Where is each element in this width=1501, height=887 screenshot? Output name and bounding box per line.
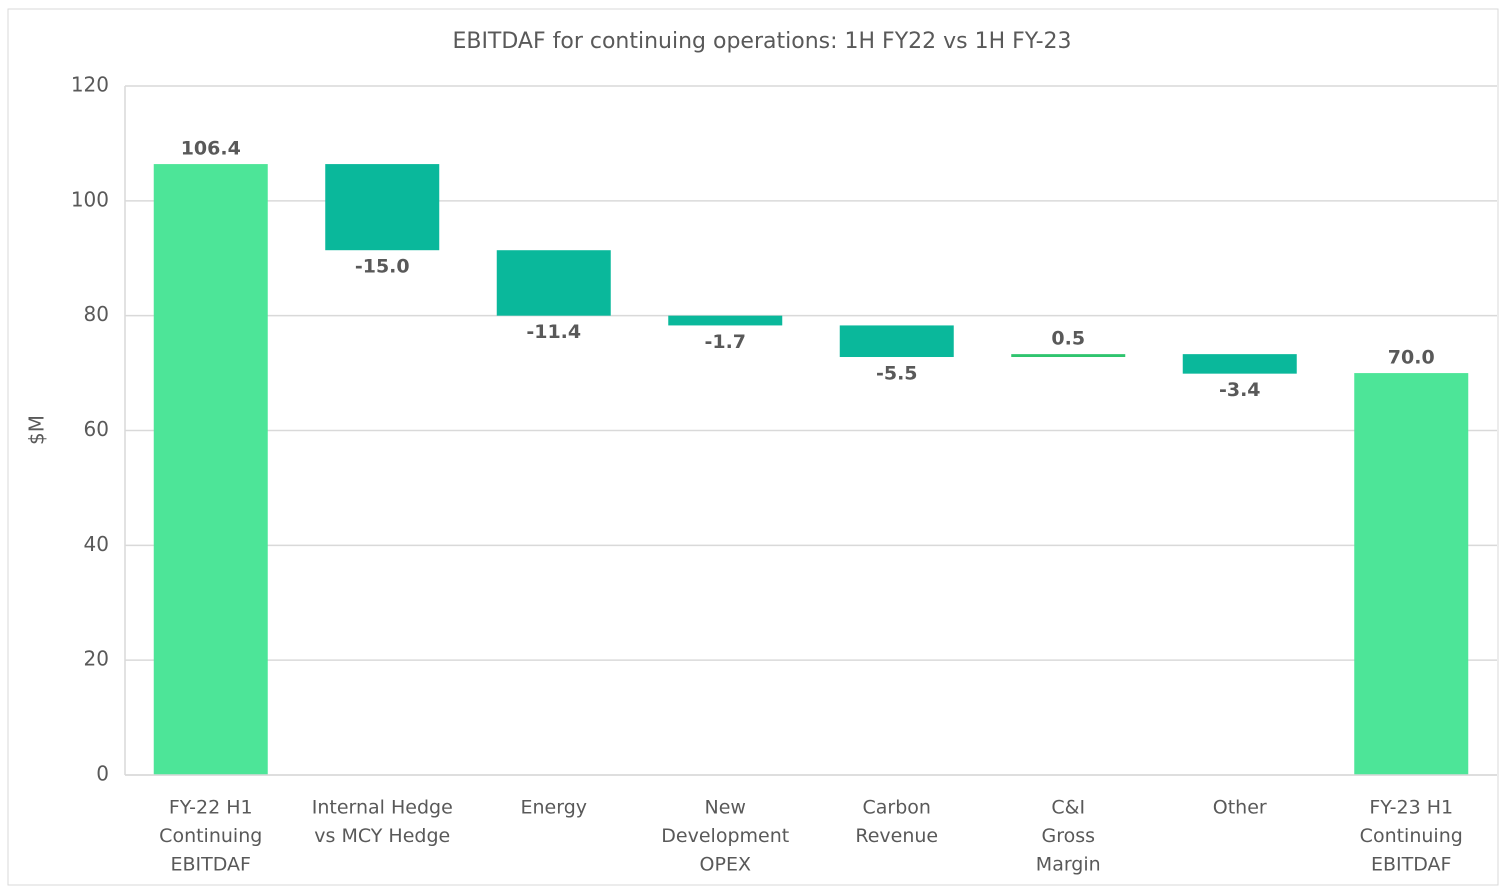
bar (1354, 373, 1469, 775)
x-tick-label: Margin (1036, 854, 1101, 876)
y-tick-label: 20 (84, 647, 109, 671)
x-tick-label: Development (661, 825, 789, 847)
value-label: -11.4 (526, 321, 581, 343)
y-tick-label: 0 (96, 762, 109, 786)
x-tick-label: Energy (520, 797, 587, 819)
value-label: -5.5 (876, 363, 918, 385)
bar (839, 325, 954, 358)
x-tick-label: Carbon (863, 797, 931, 819)
value-label: -1.7 (704, 331, 746, 353)
x-tick-label: EBITDAF (171, 854, 251, 876)
y-tick-label: 120 (71, 73, 109, 97)
x-tick-label: Gross (1041, 825, 1095, 847)
x-tick-label: FY-22 H1 (169, 797, 253, 819)
x-tick-label: Continuing (159, 825, 262, 847)
x-tick-label: vs MCY Hedge (314, 825, 450, 847)
y-tick-label: 40 (84, 532, 109, 556)
bar (153, 164, 268, 775)
y-tick-label: 80 (84, 302, 109, 326)
value-label: 0.5 (1051, 328, 1085, 350)
value-label: -15.0 (355, 256, 410, 278)
value-label: 106.4 (181, 138, 241, 160)
x-tick-label: EBITDAF (1371, 854, 1451, 876)
bar (325, 164, 440, 251)
bar (1182, 354, 1297, 374)
value-label: 70.0 (1388, 347, 1435, 369)
x-tick-label: C&I (1051, 797, 1085, 819)
x-tick-label: Revenue (855, 825, 938, 847)
y-axis-label: $M (25, 415, 49, 445)
x-tick-label: Continuing (1360, 825, 1463, 847)
bar (1011, 354, 1126, 358)
x-tick-label: FY-23 H1 (1369, 797, 1453, 819)
y-tick-label: 100 (71, 187, 109, 211)
x-tick-label: New (705, 797, 746, 819)
y-tick-label: 60 (84, 417, 109, 441)
bar (496, 250, 611, 316)
value-label: -3.4 (1219, 379, 1261, 401)
x-tick-label: OPEX (700, 854, 751, 876)
chart-title: EBITDAF for continuing operations: 1H FY… (452, 29, 1071, 54)
x-tick-label: Internal Hedge (312, 797, 453, 819)
bar (668, 315, 783, 326)
x-tick-label: Other (1213, 797, 1267, 819)
